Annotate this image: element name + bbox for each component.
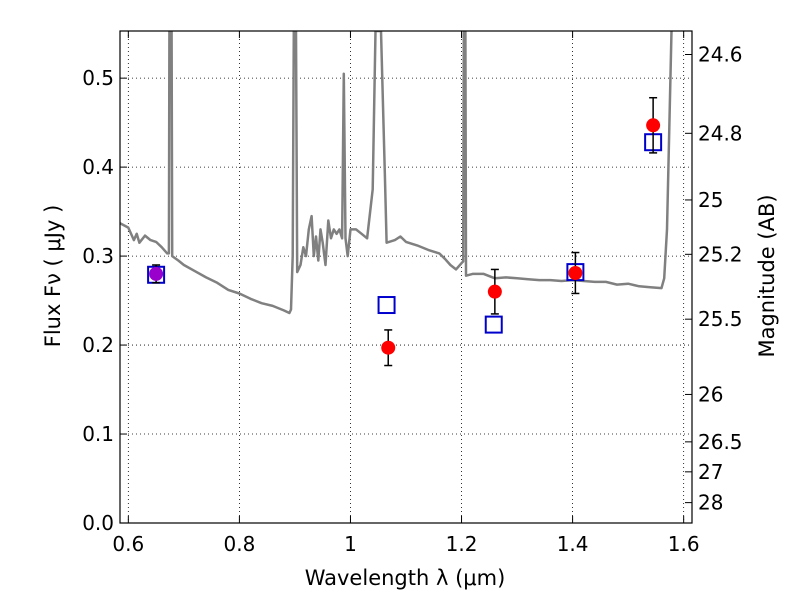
x-tick-label: 1 — [344, 532, 357, 556]
y-axis-right-title: Magnitude (AB) — [755, 194, 779, 357]
y-tick-label: 0.3 — [82, 244, 114, 268]
right-tick-label: 27 — [698, 460, 723, 484]
axes-frame — [119, 30, 693, 524]
model-points-layer — [147, 133, 663, 334]
spectrum-layer — [120, 31, 673, 315]
y-tick-label: 0.0 — [82, 511, 114, 535]
spectrum-line — [120, 31, 673, 315]
x-tick-label: 0.6 — [112, 532, 144, 556]
x-tick-label: 0.8 — [223, 532, 255, 556]
observed-point — [381, 340, 396, 355]
model-point — [484, 315, 503, 334]
right-tick-label: 25.2 — [698, 242, 743, 266]
right-tick-label: 26 — [698, 382, 723, 406]
x-axis-title: Wavelength λ (μm) — [305, 566, 506, 590]
right-tick-label: 25 — [698, 188, 723, 212]
right-tick-label: 25.5 — [698, 307, 743, 331]
right-tick-label: 24.6 — [698, 42, 743, 66]
observed-point — [646, 118, 661, 133]
y-tick-label: 0.2 — [82, 333, 114, 357]
y-tick-label: 0.5 — [82, 66, 114, 90]
observed-point — [487, 284, 502, 299]
y-tick-label: 0.4 — [82, 155, 114, 179]
tick-labels: 0.6 0.8 1 1.2 1.4 1.6 0.0 0.1 0.2 0.3 0.4 0.5 24.6 24… — [82, 42, 742, 556]
x-tick-label: 1.2 — [446, 532, 478, 556]
model-point — [377, 296, 396, 315]
y-axis-title: Flux Fν ( μJy ) — [41, 205, 65, 348]
observed-point — [568, 265, 583, 280]
right-tick-label: 28 — [698, 491, 723, 515]
plot-frame — [119, 30, 693, 524]
right-tick-label: 24.8 — [698, 121, 743, 145]
x-tick-label: 1.6 — [668, 532, 700, 556]
observed-point — [149, 266, 164, 281]
right-tick-label: 26.5 — [698, 430, 743, 454]
y-tick-label: 0.1 — [82, 422, 114, 446]
x-tick-label: 1.4 — [557, 532, 589, 556]
observed-points-layer — [149, 96, 661, 367]
